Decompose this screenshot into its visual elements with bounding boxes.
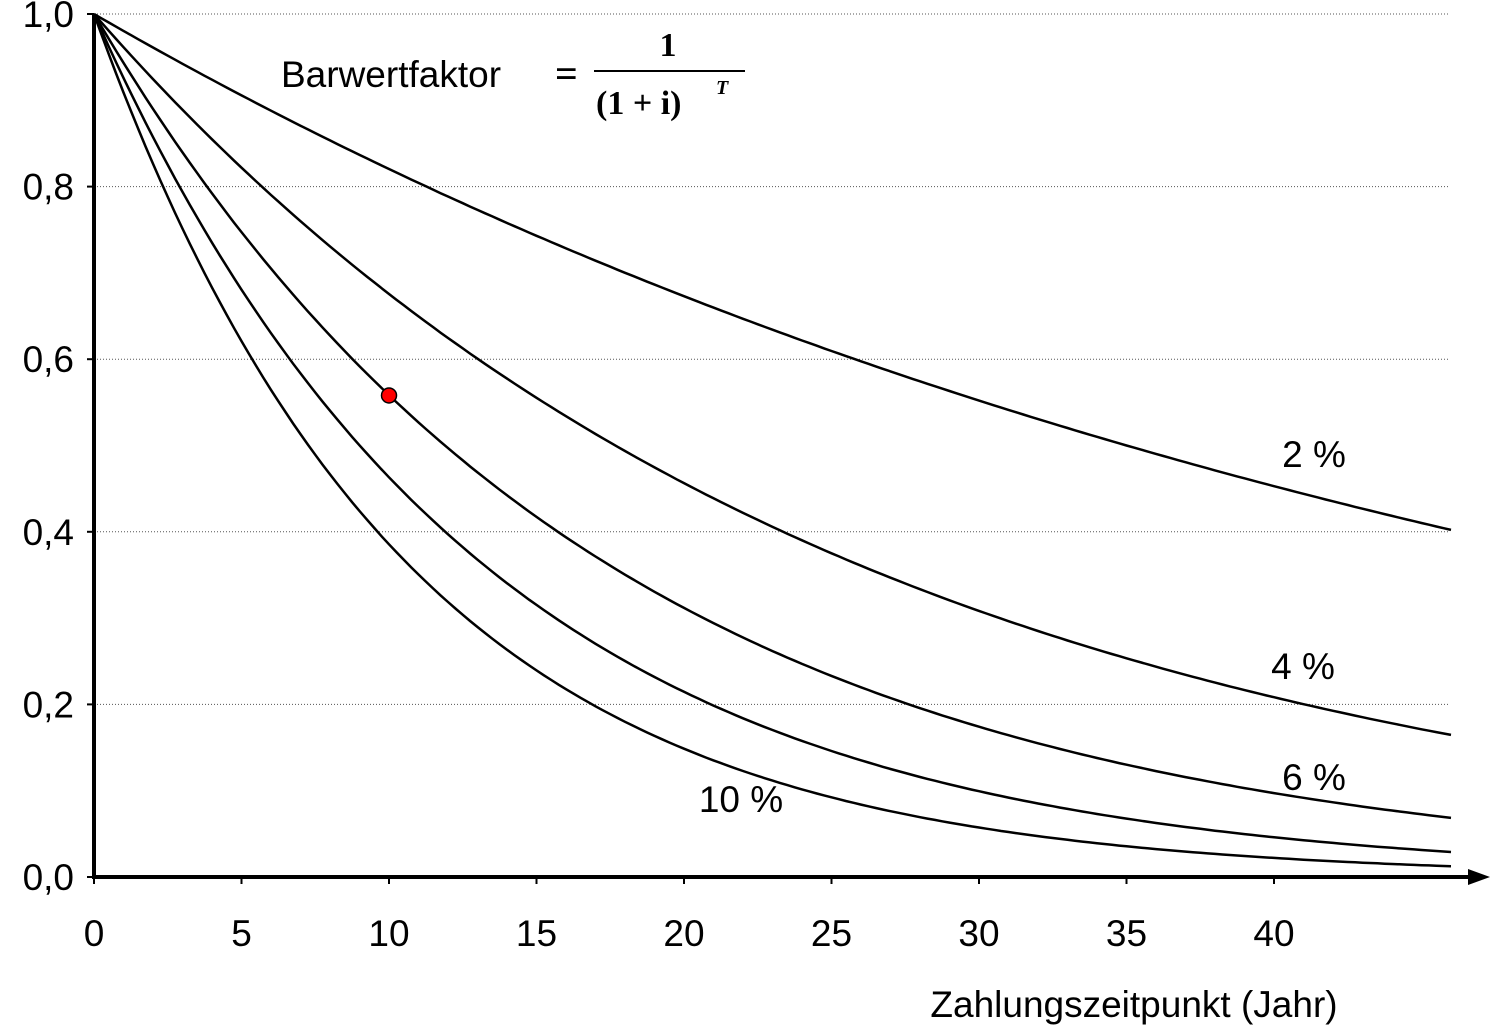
formula-exponent: T (716, 77, 729, 99)
series-label-2: 6 % (1282, 757, 1346, 798)
formula: Barwertfaktor = 1 (1 + i) T (281, 27, 745, 122)
y-tick-label-0: 0,0 (23, 857, 74, 898)
y-tick-label-3: 0,6 (23, 339, 74, 380)
y-tick-label-5: 1,0 (23, 0, 74, 35)
x-tick-label-8: 40 (1253, 913, 1294, 954)
series-line-3 (92, 13, 1452, 854)
series-label-0: 2 % (1282, 434, 1346, 475)
series-line-2 (92, 13, 1452, 820)
x-tick-label-6: 30 (958, 913, 999, 954)
series-line-0 (93, 12, 1452, 532)
x-axis-title: Zahlungszeitpunkt (Jahr) (930, 984, 1337, 1025)
x-tick-label-4: 20 (663, 913, 704, 954)
y-tick-label-2: 0,4 (23, 512, 74, 553)
series-line-1 (93, 13, 1452, 737)
series-label-1: 4 % (1271, 646, 1335, 687)
gridlines (94, 13, 1448, 705)
x-tick-label-0: 0 (84, 913, 105, 954)
x-tick-label-1: 5 (231, 913, 252, 954)
series-label-4: 10 % (699, 779, 783, 820)
y-tick-label-4: 0,8 (23, 167, 74, 208)
series-labels: 2 % 4 % 6 % 10 % (699, 434, 1346, 820)
series-curves (92, 12, 1452, 868)
x-axis-arrowhead (1468, 869, 1490, 885)
x-tick-label-3: 15 (516, 913, 557, 954)
x-tick-label-5: 25 (811, 913, 852, 954)
formula-equals: = (555, 51, 578, 96)
highlight-point (380, 387, 398, 404)
formula-numerator: 1 (660, 27, 677, 64)
formula-label: Barwertfaktor (281, 54, 501, 95)
x-tick-label-2: 10 (368, 913, 409, 954)
x-tick-label-7: 35 (1106, 913, 1147, 954)
series-line-4 (92, 13, 1452, 868)
axes (92, 14, 1490, 885)
axis-ticks: 0 5 10 15 20 25 30 35 40 0,0 0,2 0,4 0,6 0,8 1,0 (23, 0, 1295, 954)
y-tick-label-1: 0,2 (23, 684, 74, 725)
formula-denominator: (1 + i) (596, 85, 681, 122)
highlight-layer (380, 387, 398, 404)
